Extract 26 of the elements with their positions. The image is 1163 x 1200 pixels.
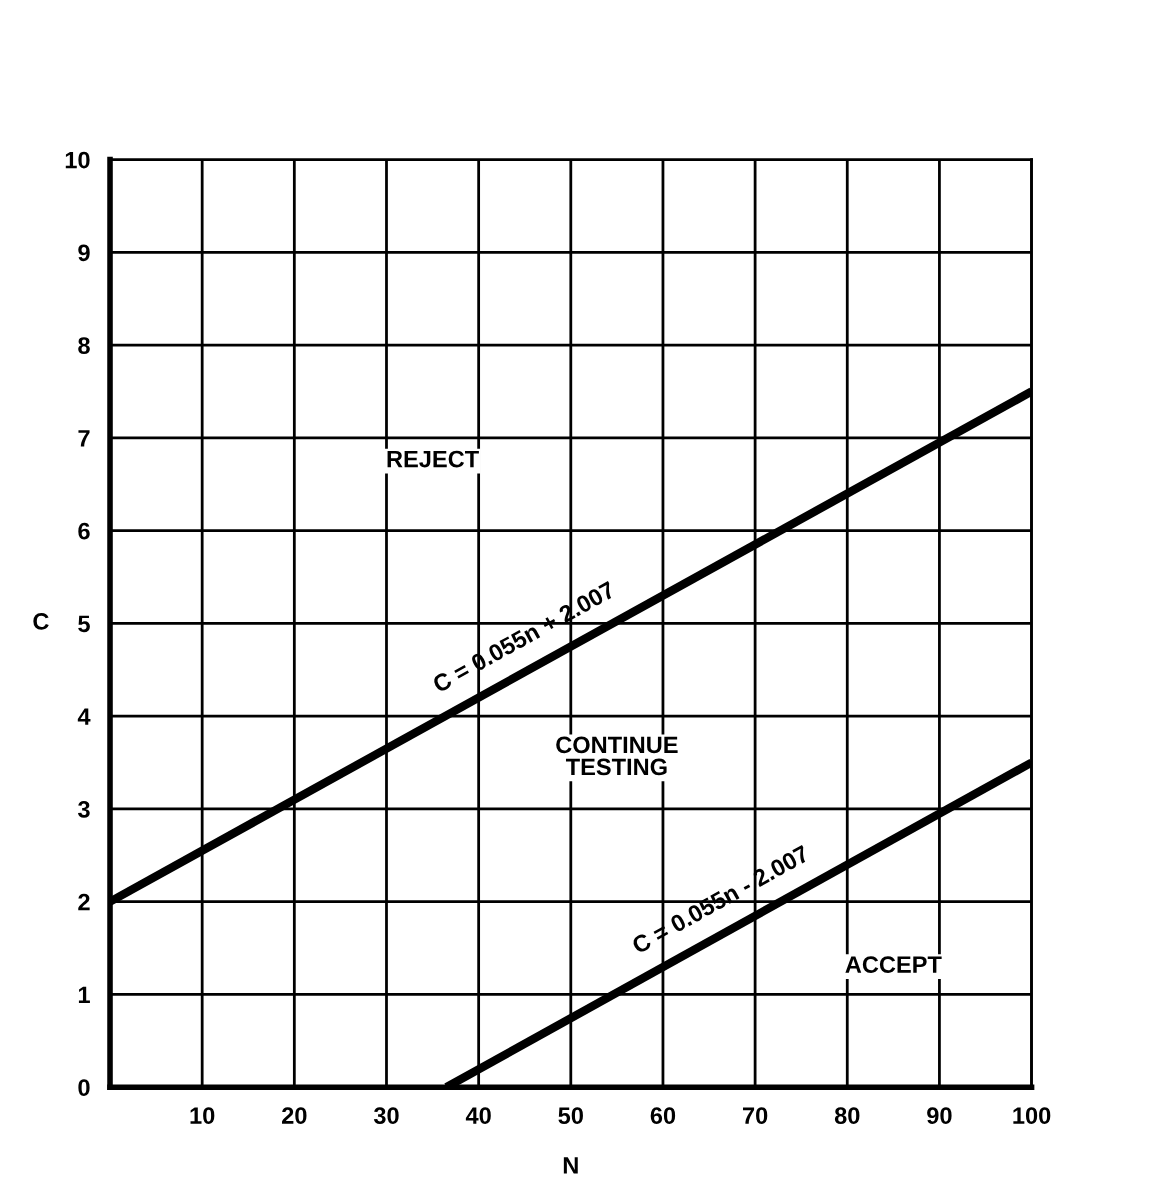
x-tick-label: 30 — [373, 1107, 399, 1125]
y-tick-label: 6 — [78, 522, 90, 540]
x-tick-label: 90 — [927, 1107, 952, 1124]
x-tick-label: 80 — [834, 1107, 860, 1124]
annotation: ACCEPT — [845, 956, 942, 973]
x-tick-label: 20 — [282, 1107, 307, 1124]
y-tick-label: 9 — [78, 244, 90, 262]
y-tick-label: 1 — [78, 986, 90, 1003]
y-tick-label: 8 — [78, 337, 90, 354]
x-tick-label: 50 — [558, 1107, 583, 1124]
x-tick-label: 40 — [465, 1107, 491, 1124]
annotation: CONTINUE TESTING — [556, 736, 678, 776]
y-tick-label: 4 — [77, 708, 91, 725]
x-tick-label: 10 — [190, 1107, 215, 1124]
y-tick-label: 3 — [77, 800, 90, 818]
x-tick-label: 70 — [743, 1107, 768, 1124]
x-axis-title: N — [563, 1157, 578, 1174]
x-tick-label: 60 — [650, 1107, 676, 1124]
y-tick-label: 10 — [65, 151, 90, 169]
annotation: REJECT — [387, 450, 479, 468]
y-tick-label: 0 — [78, 1079, 90, 1096]
x-tick-label: 100 — [1013, 1107, 1051, 1124]
y-tick-label: 7 — [78, 430, 90, 447]
y-tick-label: 2 — [78, 893, 90, 911]
y-axis-title: C — [33, 613, 49, 630]
y-tick-label: 5 — [78, 615, 90, 633]
